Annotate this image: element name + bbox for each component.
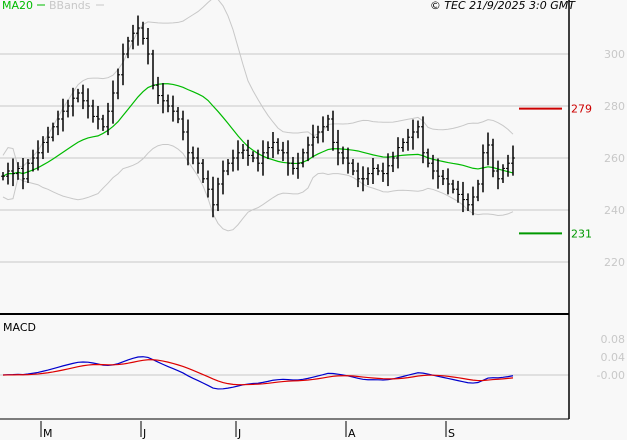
ohlc-bars: [1, 15, 515, 218]
level-label: 231: [571, 227, 592, 240]
legend-ma20: MA20: [2, 0, 33, 12]
y-tick-label: 280: [604, 100, 625, 113]
y-tick-label: 240: [604, 204, 625, 217]
bband-lower: [2, 143, 514, 232]
copyright: © TEC 21/9/2025 3:0 GMT: [430, 0, 576, 12]
signal-line: [2, 359, 514, 386]
x-tick-label: A: [348, 427, 356, 440]
price-grid: [0, 53, 569, 263]
x-tick-label: J: [142, 427, 146, 440]
macd-axis-labels: 0.08 0.04 -0.00: [597, 333, 625, 382]
price-levels: 279 231: [519, 103, 592, 240]
bband-upper: [2, 0, 514, 168]
macd-tick-label: 0.08: [601, 333, 626, 346]
macd-panel: [0, 356, 569, 390]
macd-tick-label: 0.04: [601, 351, 626, 364]
macd-title: MACD: [3, 321, 36, 334]
y-tick-label: 220: [604, 256, 625, 269]
x-tick-label: M: [43, 427, 53, 440]
y-tick-label: 260: [604, 152, 625, 165]
macd-line: [2, 356, 514, 390]
x-tick-label: J: [237, 427, 241, 440]
price-axis-labels: 300 280 260 240 220: [604, 48, 625, 269]
y-tick-label: 300: [604, 48, 625, 61]
bollinger-bands: [2, 0, 514, 232]
level-label: 279: [571, 103, 592, 116]
legend-bbands: BBands: [49, 0, 91, 12]
x-tick-label: S: [448, 427, 455, 440]
macd-tick-label: -0.00: [597, 369, 625, 382]
